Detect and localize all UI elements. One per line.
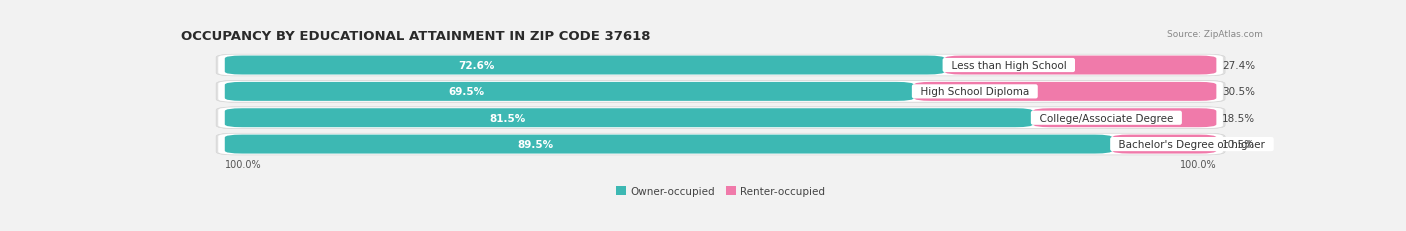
Text: High School Diploma: High School Diploma: [914, 87, 1036, 97]
Text: Bachelor's Degree or higher: Bachelor's Degree or higher: [1112, 140, 1271, 149]
Text: OCCUPANCY BY EDUCATIONAL ATTAINMENT IN ZIP CODE 37618: OCCUPANCY BY EDUCATIONAL ATTAINMENT IN Z…: [181, 30, 651, 43]
FancyBboxPatch shape: [225, 82, 914, 101]
Legend: Owner-occupied, Renter-occupied: Owner-occupied, Renter-occupied: [612, 182, 830, 201]
Text: College/Associate Degree: College/Associate Degree: [1033, 113, 1180, 123]
Text: 89.5%: 89.5%: [517, 140, 554, 149]
FancyBboxPatch shape: [218, 108, 1223, 128]
FancyBboxPatch shape: [225, 109, 1033, 128]
Text: 100.0%: 100.0%: [1180, 159, 1216, 169]
Text: 18.5%: 18.5%: [1222, 113, 1256, 123]
Text: 100.0%: 100.0%: [225, 159, 262, 169]
Text: 69.5%: 69.5%: [449, 87, 484, 97]
FancyBboxPatch shape: [225, 135, 1112, 154]
FancyBboxPatch shape: [945, 56, 1216, 75]
FancyBboxPatch shape: [217, 134, 1225, 155]
Text: 72.6%: 72.6%: [458, 61, 495, 71]
Text: 27.4%: 27.4%: [1222, 61, 1256, 71]
FancyBboxPatch shape: [217, 55, 1225, 77]
FancyBboxPatch shape: [217, 81, 1225, 103]
Text: 81.5%: 81.5%: [489, 113, 526, 123]
FancyBboxPatch shape: [914, 82, 1216, 101]
Text: Source: ZipAtlas.com: Source: ZipAtlas.com: [1167, 30, 1263, 38]
FancyBboxPatch shape: [225, 56, 945, 75]
Text: Less than High School: Less than High School: [945, 61, 1073, 71]
FancyBboxPatch shape: [1112, 135, 1216, 154]
FancyBboxPatch shape: [1033, 109, 1216, 128]
FancyBboxPatch shape: [218, 55, 1223, 76]
Text: 10.5%: 10.5%: [1222, 140, 1254, 149]
FancyBboxPatch shape: [218, 134, 1223, 155]
FancyBboxPatch shape: [218, 82, 1223, 102]
Text: 30.5%: 30.5%: [1222, 87, 1254, 97]
FancyBboxPatch shape: [217, 107, 1225, 129]
